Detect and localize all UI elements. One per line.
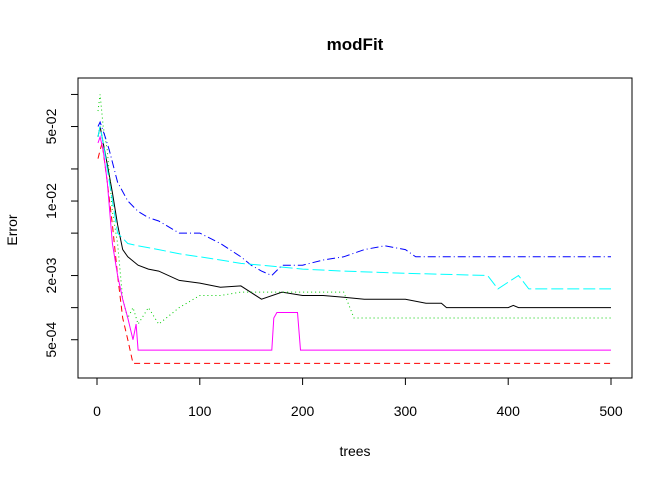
plot-frame (77, 77, 633, 379)
x-tick-label: 500 (599, 403, 623, 419)
series-line-6 (97, 135, 611, 351)
y-tick-label: 5e-02 (43, 108, 59, 144)
chart-title: modFit (327, 35, 384, 54)
x-tick-label: 100 (188, 403, 212, 419)
y-tick-label: 1e-02 (43, 183, 59, 219)
x-tick-label: 300 (394, 403, 418, 419)
series-line-2 (97, 142, 611, 364)
x-axis: 0 100 200 300 400 500 (93, 377, 623, 419)
x-tick-label: 200 (291, 403, 315, 419)
x-axis-label: trees (339, 443, 370, 459)
series-line-1 (97, 126, 611, 309)
y-tick-label: 5e-04 (43, 322, 59, 358)
y-tick-label: 2e-03 (43, 257, 59, 293)
series-line-3 (97, 94, 611, 326)
y-axis-label: Error (4, 214, 20, 245)
series-line-5 (97, 126, 611, 290)
y-axis: 5e-04 2e-03 1e-02 5e-02 (43, 93, 79, 358)
x-tick-label: 400 (497, 403, 521, 419)
series-line-4 (97, 120, 611, 277)
x-tick-label: 0 (93, 403, 101, 419)
series-layer (97, 94, 611, 364)
